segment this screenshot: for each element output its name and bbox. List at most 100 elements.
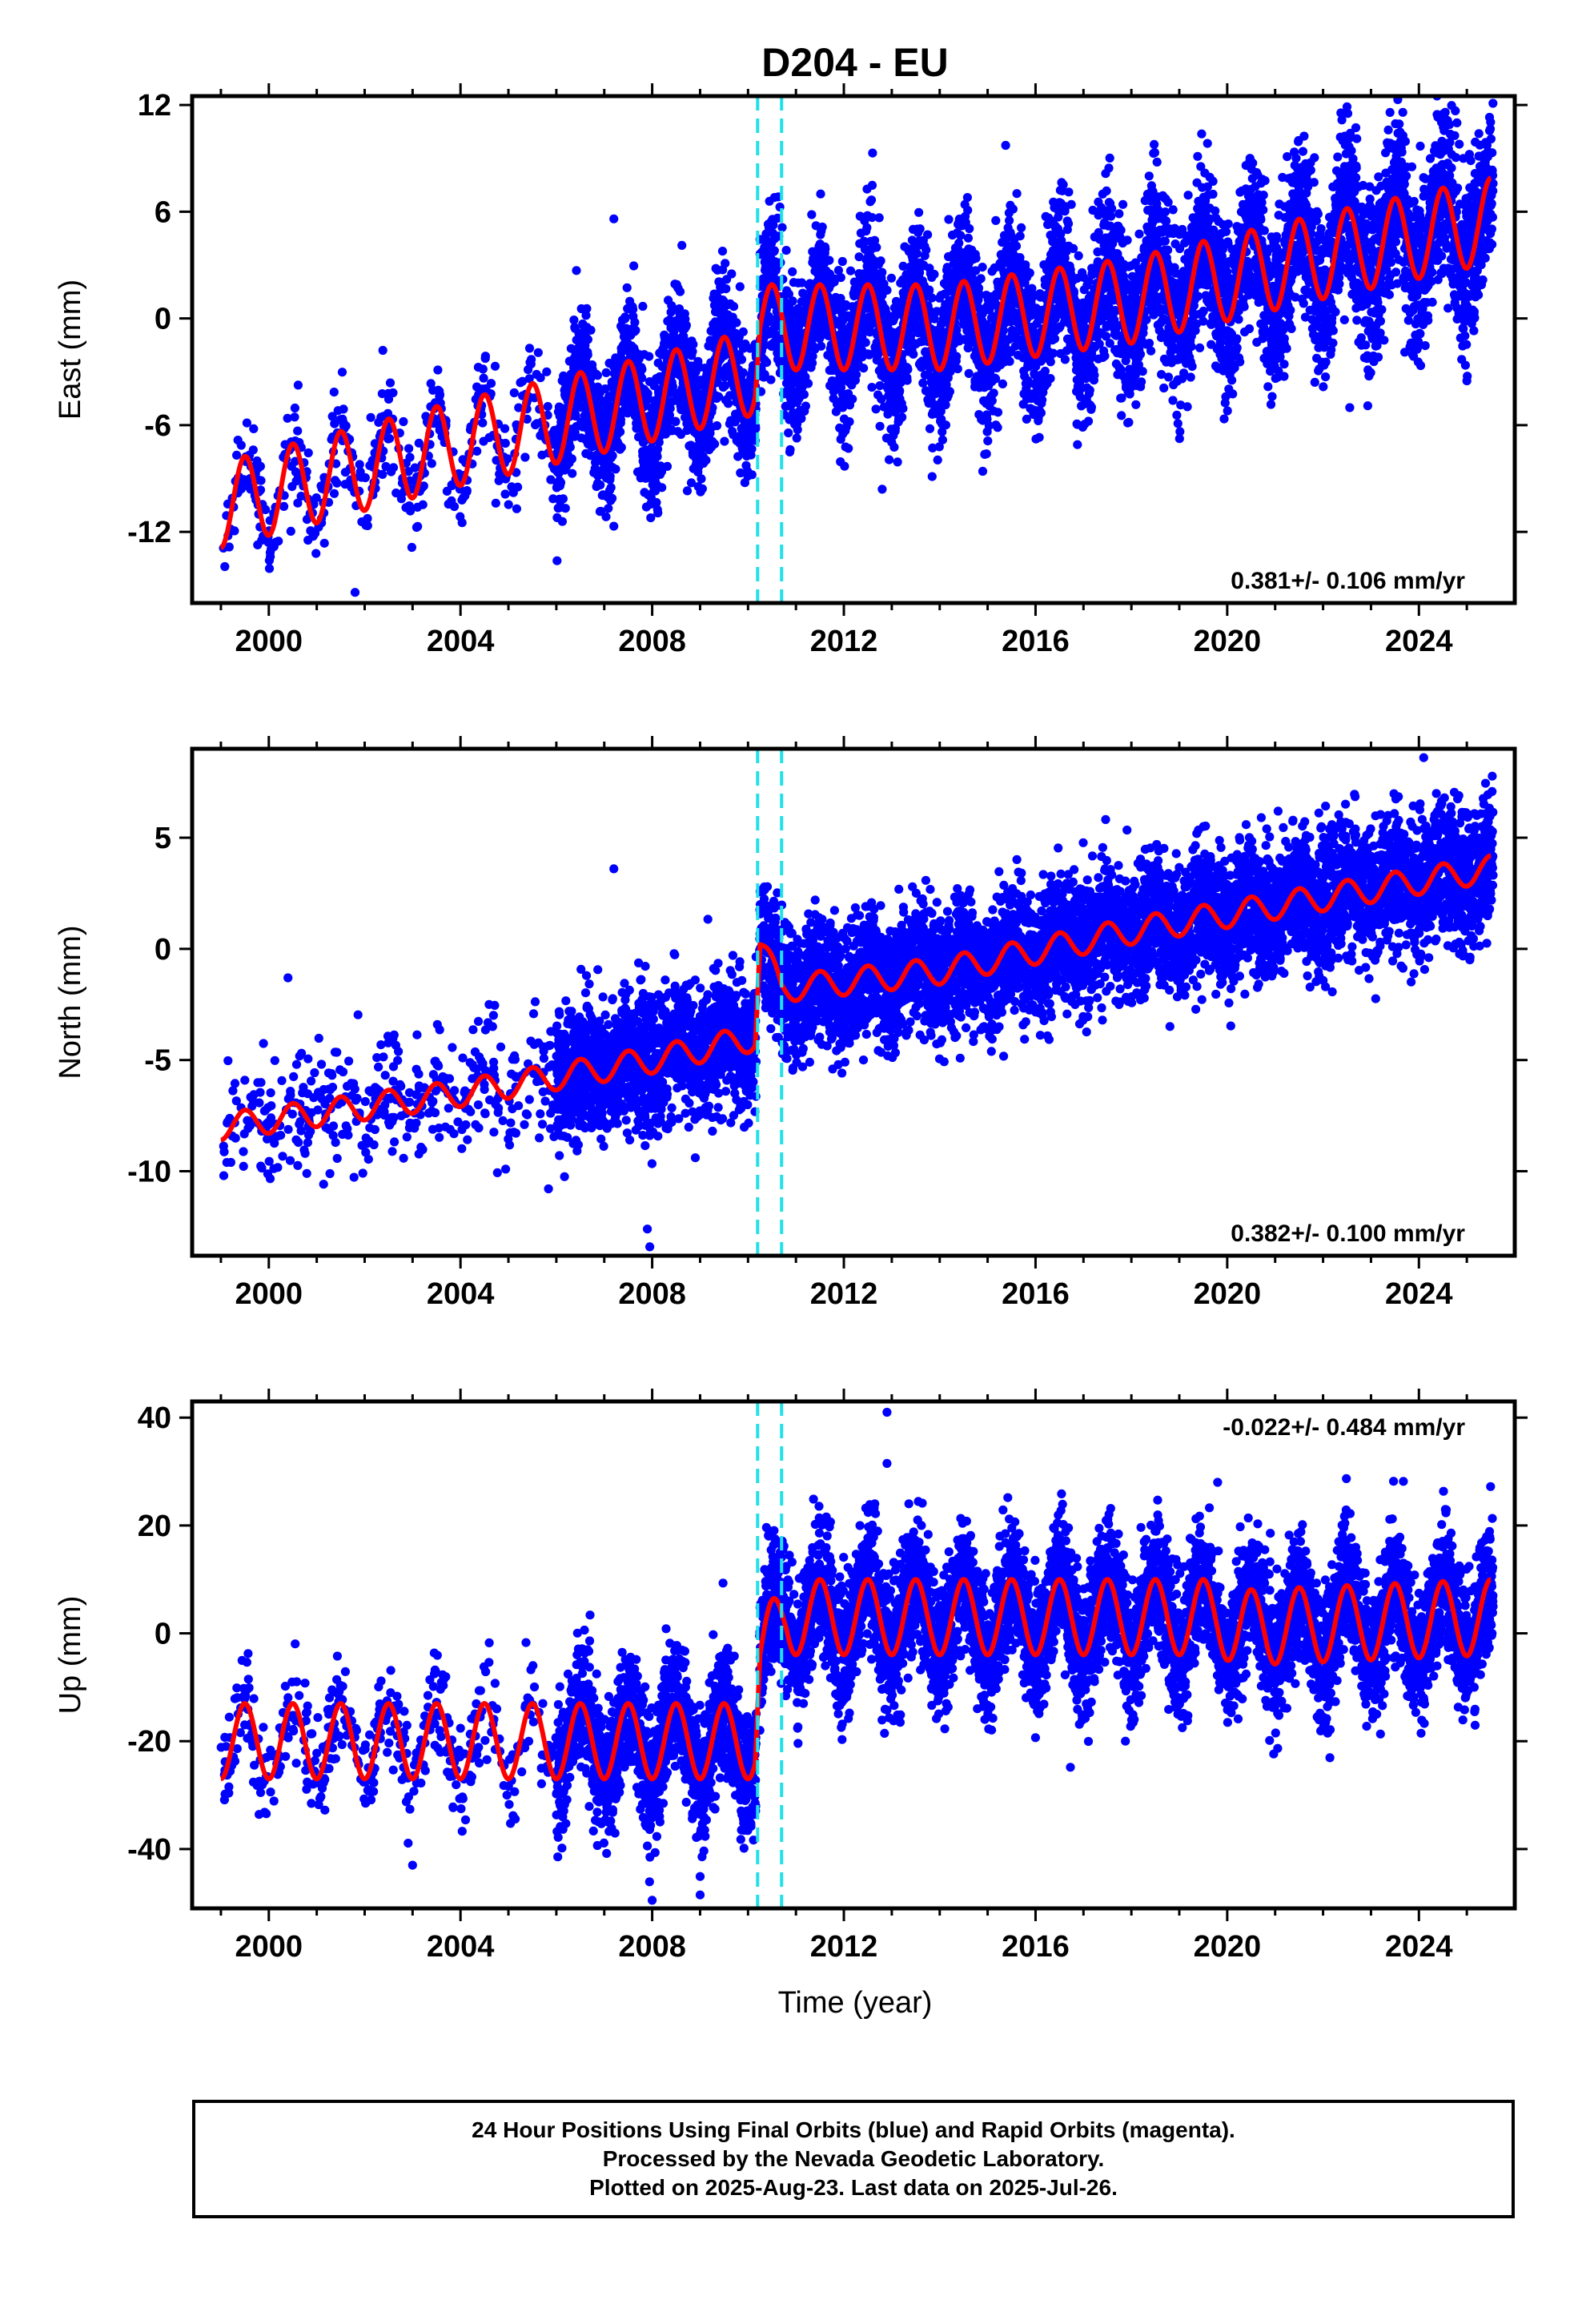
east-data-point bbox=[388, 388, 398, 398]
east-data-point bbox=[921, 245, 931, 255]
east-data-point bbox=[311, 493, 321, 503]
east-data-point bbox=[601, 368, 611, 377]
east-data-point bbox=[671, 416, 681, 427]
east-data-point bbox=[925, 424, 935, 433]
east-data-point bbox=[290, 412, 299, 422]
east-data-point bbox=[1104, 163, 1114, 173]
east-data-point bbox=[874, 213, 884, 223]
east-data-point bbox=[762, 358, 772, 368]
east-data-point bbox=[319, 538, 329, 548]
east-data-point bbox=[1137, 377, 1146, 387]
east-data-point bbox=[737, 355, 747, 364]
east-data-point bbox=[930, 269, 939, 279]
east-data-point bbox=[836, 273, 845, 283]
east-data-point bbox=[1005, 356, 1014, 366]
east-data-point bbox=[817, 222, 827, 232]
east-data-point bbox=[396, 494, 406, 504]
east-data-point bbox=[1118, 199, 1128, 209]
east-data-point bbox=[653, 508, 663, 518]
east-data-point bbox=[630, 317, 640, 328]
east-data-point bbox=[886, 273, 896, 283]
east-data-point bbox=[543, 402, 552, 412]
east-data-point bbox=[622, 283, 632, 292]
east-data-point bbox=[952, 352, 962, 361]
east-data-point bbox=[882, 285, 892, 295]
east-data-point bbox=[1008, 204, 1018, 214]
east-data-point bbox=[500, 424, 510, 433]
east-data-point bbox=[956, 231, 966, 240]
east-data-point bbox=[552, 556, 562, 565]
east-data-point bbox=[414, 438, 424, 448]
east-data-point bbox=[620, 312, 630, 322]
east-data-point bbox=[572, 266, 581, 275]
east-data-point bbox=[1058, 180, 1068, 190]
east-data-point bbox=[255, 461, 265, 471]
east-data-point bbox=[378, 345, 387, 356]
east-data-point bbox=[862, 223, 872, 232]
east-data-point bbox=[729, 302, 739, 312]
east-data-point bbox=[751, 424, 761, 433]
east-data-point bbox=[601, 512, 611, 521]
east-data-point bbox=[976, 274, 986, 283]
east-data-point bbox=[912, 248, 921, 259]
east-data-point bbox=[638, 301, 648, 312]
east-data-point bbox=[895, 386, 905, 396]
east-data-point bbox=[1114, 209, 1124, 219]
east-data-point bbox=[399, 416, 408, 427]
east-data-point bbox=[721, 284, 731, 294]
east-data-point bbox=[918, 378, 928, 388]
east-data-point bbox=[877, 267, 887, 277]
chart-title: D204 - EU bbox=[761, 40, 948, 85]
east-data-point bbox=[941, 420, 950, 430]
east-data-point bbox=[784, 428, 793, 438]
east-data-point bbox=[902, 376, 912, 385]
east-data-point bbox=[867, 180, 877, 190]
east-data-point bbox=[1050, 334, 1060, 344]
east-data-point bbox=[509, 388, 519, 398]
east-data-point bbox=[608, 493, 617, 503]
east-data-point bbox=[472, 446, 482, 456]
east-data-point bbox=[385, 378, 396, 388]
east-data-point bbox=[1110, 315, 1119, 324]
east-data-point bbox=[581, 311, 591, 320]
east-data-point bbox=[542, 367, 552, 376]
east-data-point bbox=[1090, 370, 1099, 380]
east-data-point bbox=[1046, 357, 1055, 367]
east-data-point bbox=[1005, 215, 1014, 225]
east-data-point bbox=[236, 440, 246, 450]
east-data-point bbox=[527, 355, 536, 364]
east-data-point bbox=[556, 478, 566, 488]
east-data-point bbox=[1142, 315, 1151, 324]
east-data-point bbox=[978, 263, 987, 272]
east-data-point bbox=[616, 443, 626, 452]
east-data-point bbox=[971, 253, 981, 263]
east-data-point bbox=[1064, 187, 1074, 197]
east-data-point bbox=[513, 482, 523, 492]
east-data-point bbox=[605, 472, 615, 481]
east-data-point bbox=[807, 210, 817, 219]
east-data-point bbox=[504, 500, 513, 509]
east-data-point bbox=[816, 189, 825, 199]
east-data-point bbox=[803, 379, 813, 388]
east-data-point bbox=[1025, 268, 1034, 278]
east-data-point bbox=[405, 452, 415, 462]
east-data-point bbox=[533, 348, 543, 357]
east-data-point bbox=[378, 469, 387, 480]
east-data-point bbox=[933, 455, 942, 465]
east-data-point bbox=[644, 352, 654, 361]
east-data-point bbox=[785, 444, 795, 455]
east-data-point bbox=[517, 376, 528, 386]
east-data-point bbox=[230, 526, 239, 536]
east-data-point bbox=[965, 223, 974, 234]
east-data-point bbox=[232, 450, 242, 460]
east-data-point bbox=[871, 404, 881, 414]
east-data-point bbox=[866, 195, 877, 205]
east-data-point bbox=[903, 364, 913, 374]
east-data-points bbox=[219, 96, 1498, 597]
east-data-point bbox=[1105, 153, 1114, 163]
east-data-point bbox=[945, 387, 954, 396]
east-data-point bbox=[491, 498, 500, 508]
east-data-point bbox=[1060, 355, 1070, 364]
east-data-point bbox=[1135, 349, 1146, 359]
east-data-point bbox=[266, 552, 275, 561]
